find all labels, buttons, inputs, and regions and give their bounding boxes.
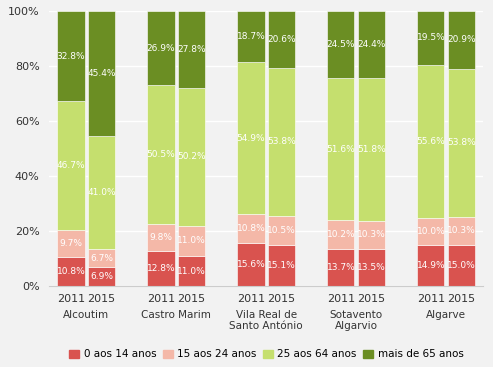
- Text: 9.8%: 9.8%: [149, 233, 173, 242]
- Text: 41.0%: 41.0%: [87, 188, 116, 197]
- Text: 55.6%: 55.6%: [417, 137, 445, 146]
- Text: 32.8%: 32.8%: [57, 52, 85, 61]
- Text: 14.9%: 14.9%: [417, 261, 445, 270]
- Text: 10.2%: 10.2%: [326, 230, 355, 239]
- Text: 13.7%: 13.7%: [326, 263, 355, 272]
- Legend: 0 aos 14 anos, 15 aos 24 anos, 25 aos 64 anos, mais de 65 anos: 0 aos 14 anos, 15 aos 24 anos, 25 aos 64…: [65, 345, 467, 364]
- Text: 53.8%: 53.8%: [267, 137, 296, 146]
- Bar: [268, 68, 295, 216]
- Text: 26.9%: 26.9%: [147, 44, 176, 52]
- Text: 10.0%: 10.0%: [417, 227, 445, 236]
- Bar: [358, 78, 385, 221]
- Text: 18.7%: 18.7%: [237, 32, 265, 41]
- Text: 10.3%: 10.3%: [357, 230, 386, 239]
- Text: 45.4%: 45.4%: [87, 69, 116, 78]
- Bar: [237, 214, 265, 243]
- Bar: [237, 243, 265, 286]
- Bar: [178, 11, 205, 87]
- Bar: [417, 245, 445, 286]
- Text: 10.5%: 10.5%: [267, 226, 296, 235]
- Text: 15.6%: 15.6%: [237, 260, 265, 269]
- Bar: [88, 249, 115, 267]
- Bar: [58, 101, 85, 230]
- Text: 6.7%: 6.7%: [90, 254, 113, 262]
- Text: Sotavento
Algarvio: Sotavento Algarvio: [330, 310, 383, 331]
- Bar: [358, 11, 385, 78]
- Bar: [358, 249, 385, 286]
- Bar: [327, 248, 354, 286]
- Text: Alcoutim: Alcoutim: [63, 310, 109, 320]
- Bar: [237, 11, 265, 62]
- Text: 12.8%: 12.8%: [147, 264, 176, 273]
- Text: 46.7%: 46.7%: [57, 161, 85, 170]
- Text: 9.7%: 9.7%: [60, 239, 82, 248]
- Bar: [58, 230, 85, 257]
- Bar: [147, 11, 175, 85]
- Text: 20.6%: 20.6%: [267, 35, 296, 44]
- Text: Algarve: Algarve: [426, 310, 466, 320]
- Bar: [268, 11, 295, 68]
- Bar: [178, 256, 205, 286]
- Text: 54.9%: 54.9%: [237, 134, 265, 142]
- Text: Vila Real de
Santo António: Vila Real de Santo António: [229, 310, 303, 331]
- Bar: [178, 226, 205, 256]
- Bar: [448, 11, 475, 69]
- Bar: [58, 257, 85, 286]
- Text: 11.0%: 11.0%: [177, 236, 206, 246]
- Bar: [417, 218, 445, 245]
- Text: 20.9%: 20.9%: [447, 35, 476, 44]
- Bar: [327, 221, 354, 248]
- Text: 6.9%: 6.9%: [90, 272, 113, 281]
- Text: 24.5%: 24.5%: [327, 40, 355, 49]
- Text: 51.8%: 51.8%: [357, 145, 386, 154]
- Text: 51.6%: 51.6%: [326, 145, 355, 154]
- Bar: [417, 11, 445, 65]
- Text: 13.5%: 13.5%: [357, 263, 386, 272]
- Bar: [88, 267, 115, 286]
- Text: 11.0%: 11.0%: [177, 266, 206, 276]
- Bar: [327, 79, 354, 221]
- Text: 50.5%: 50.5%: [146, 150, 176, 159]
- Bar: [237, 62, 265, 214]
- Bar: [147, 224, 175, 251]
- Bar: [358, 221, 385, 249]
- Bar: [448, 217, 475, 245]
- Bar: [268, 216, 295, 245]
- Text: 10.8%: 10.8%: [237, 224, 265, 233]
- Text: 24.4%: 24.4%: [357, 40, 386, 49]
- Bar: [88, 11, 115, 136]
- Bar: [268, 245, 295, 286]
- Bar: [448, 69, 475, 217]
- Bar: [147, 251, 175, 286]
- Bar: [448, 245, 475, 286]
- Bar: [327, 11, 354, 79]
- Text: 53.8%: 53.8%: [447, 138, 476, 147]
- Bar: [147, 85, 175, 224]
- Bar: [58, 11, 85, 101]
- Text: 15.0%: 15.0%: [447, 261, 476, 270]
- Text: 50.2%: 50.2%: [177, 152, 206, 161]
- Text: Castro Marim: Castro Marim: [141, 310, 211, 320]
- Text: 15.1%: 15.1%: [267, 261, 296, 270]
- Bar: [88, 136, 115, 249]
- Bar: [178, 87, 205, 226]
- Bar: [417, 65, 445, 218]
- Text: 10.3%: 10.3%: [447, 226, 476, 235]
- Text: 10.8%: 10.8%: [57, 267, 85, 276]
- Text: 27.8%: 27.8%: [177, 45, 206, 54]
- Text: 19.5%: 19.5%: [417, 33, 445, 42]
